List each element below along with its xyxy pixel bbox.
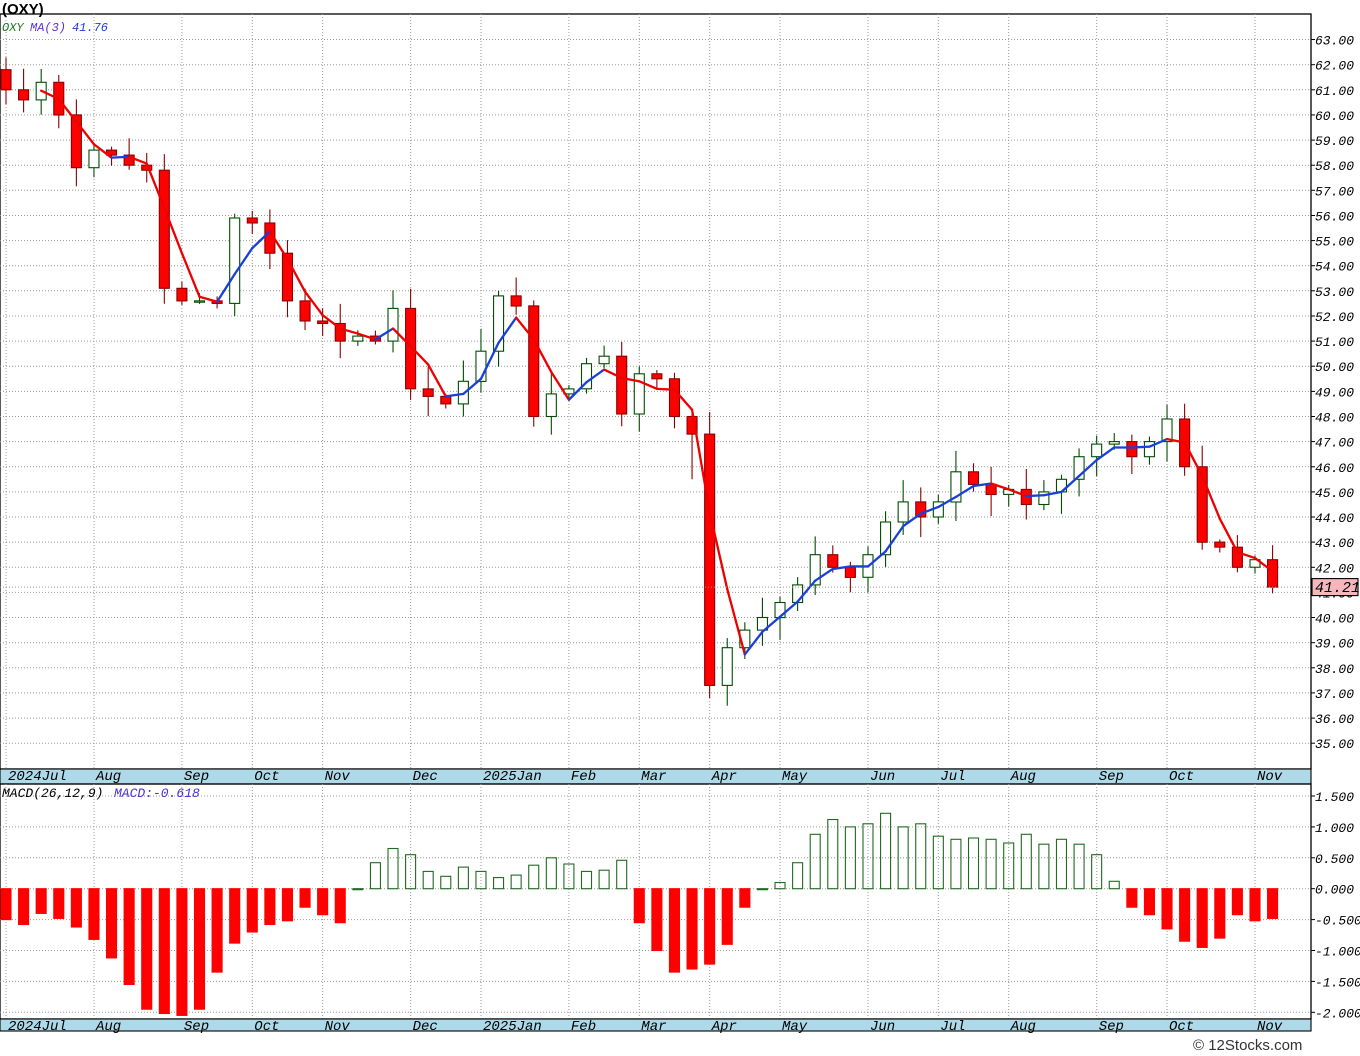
svg-text:62.00: 62.00 (1315, 59, 1354, 74)
svg-text:1.000: 1.000 (1315, 821, 1354, 836)
svg-text:May: May (782, 1019, 808, 1035)
svg-text:61.00: 61.00 (1315, 84, 1354, 99)
svg-text:Mar: Mar (641, 1019, 666, 1035)
svg-text:© 12Stocks.com: © 12Stocks.com (1193, 1037, 1302, 1054)
svg-text:MACD(26,12,9): MACD(26,12,9) (2, 786, 103, 801)
svg-text:Jun: Jun (870, 1019, 895, 1035)
svg-text:57.00: 57.00 (1315, 184, 1354, 199)
svg-text:Feb: Feb (571, 1019, 596, 1035)
svg-text:Apr: Apr (711, 769, 737, 785)
svg-text:Mar: Mar (641, 769, 666, 785)
svg-text:2025Jan: 2025Jan (483, 1019, 542, 1035)
svg-text:47.00: 47.00 (1315, 436, 1354, 451)
svg-text:36.00: 36.00 (1315, 712, 1354, 727)
svg-text:39.00: 39.00 (1315, 637, 1354, 652)
svg-text:Dec: Dec (413, 769, 438, 785)
svg-text:Apr: Apr (711, 1019, 737, 1035)
svg-text:48.00: 48.00 (1315, 411, 1354, 426)
svg-text:Aug: Aug (95, 1019, 121, 1035)
svg-text:41.76: 41.76 (72, 21, 108, 35)
svg-text:Jun: Jun (870, 769, 895, 785)
svg-text:53.00: 53.00 (1315, 285, 1354, 300)
svg-text:58.00: 58.00 (1315, 159, 1354, 174)
svg-text:Nov: Nov (1257, 769, 1283, 785)
svg-text:Sep: Sep (1099, 1019, 1124, 1035)
svg-text:2024Jul: 2024Jul (8, 1019, 67, 1035)
svg-text:40.00: 40.00 (1315, 612, 1354, 627)
svg-text:Aug: Aug (1010, 769, 1036, 785)
svg-text:-0.500: -0.500 (1315, 914, 1360, 929)
svg-text:45.00: 45.00 (1315, 486, 1354, 501)
svg-text:49.00: 49.00 (1315, 385, 1354, 400)
svg-text:Nov: Nov (325, 769, 351, 785)
svg-text:Oct: Oct (254, 1019, 279, 1035)
svg-text:Oct: Oct (1169, 1019, 1194, 1035)
svg-text:37.00: 37.00 (1315, 687, 1354, 702)
svg-text:Jul: Jul (940, 1019, 965, 1035)
svg-text:42.00: 42.00 (1315, 561, 1354, 576)
svg-text:Oct: Oct (254, 769, 279, 785)
svg-text:38.00: 38.00 (1315, 662, 1354, 677)
svg-text:Feb: Feb (571, 769, 596, 785)
svg-text:1.500: 1.500 (1315, 790, 1354, 805)
svg-text:35.00: 35.00 (1315, 737, 1354, 752)
svg-text:Oct: Oct (1169, 769, 1194, 785)
svg-text:Aug: Aug (1010, 1019, 1036, 1035)
svg-text:MACD:-0.618: MACD:-0.618 (114, 786, 200, 801)
svg-text:41.21: 41.21 (1315, 580, 1360, 597)
svg-text:-1.500: -1.500 (1315, 975, 1360, 990)
svg-text:OXY: OXY (2, 21, 24, 35)
svg-text:Aug: Aug (95, 769, 121, 785)
svg-text:56.00: 56.00 (1315, 210, 1354, 225)
svg-text:Dec: Dec (413, 1019, 438, 1035)
svg-text:Jul: Jul (940, 769, 965, 785)
svg-text:2025Jan: 2025Jan (483, 769, 542, 785)
svg-text:MA(3): MA(3) (30, 21, 66, 35)
svg-text:Sep: Sep (1099, 769, 1124, 785)
svg-text:46.00: 46.00 (1315, 461, 1354, 476)
svg-text:Sep: Sep (184, 1019, 209, 1035)
svg-text:52.00: 52.00 (1315, 310, 1354, 325)
svg-text:0.000: 0.000 (1315, 883, 1354, 898)
svg-text:43.00: 43.00 (1315, 536, 1354, 551)
svg-text:Nov: Nov (1257, 1019, 1283, 1035)
svg-text:May: May (782, 769, 808, 785)
svg-text:-2.000: -2.000 (1315, 1006, 1360, 1021)
svg-text:54.00: 54.00 (1315, 260, 1354, 275)
svg-text:60.00: 60.00 (1315, 109, 1354, 124)
svg-text:59.00: 59.00 (1315, 134, 1354, 149)
svg-text:-1.000: -1.000 (1315, 945, 1360, 960)
svg-text:63.00: 63.00 (1315, 34, 1354, 49)
svg-text:(OXY): (OXY) (2, 1, 44, 18)
svg-text:Sep: Sep (184, 769, 209, 785)
svg-text:2024Jul: 2024Jul (8, 769, 67, 785)
svg-text:44.00: 44.00 (1315, 511, 1354, 526)
svg-text:0.500: 0.500 (1315, 852, 1354, 867)
svg-text:Nov: Nov (325, 1019, 351, 1035)
svg-text:50.00: 50.00 (1315, 360, 1354, 375)
svg-text:55.00: 55.00 (1315, 235, 1354, 250)
svg-text:51.00: 51.00 (1315, 335, 1354, 350)
